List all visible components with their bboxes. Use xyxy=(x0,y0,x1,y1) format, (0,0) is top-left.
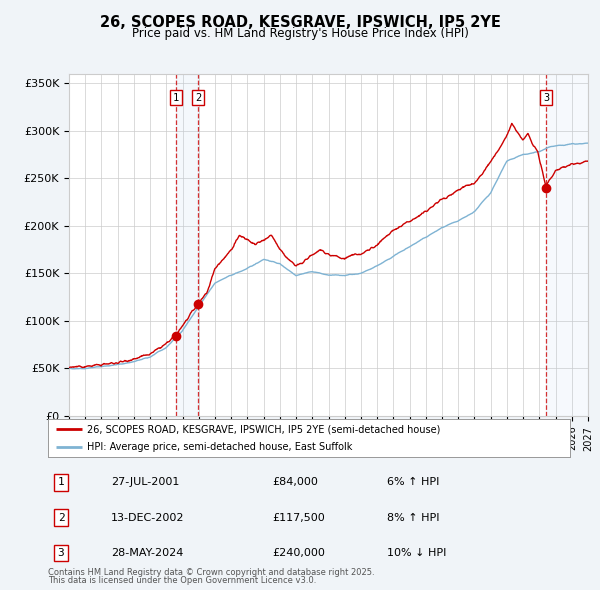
Text: £240,000: £240,000 xyxy=(272,548,325,558)
Text: Contains HM Land Registry data © Crown copyright and database right 2025.: Contains HM Land Registry data © Crown c… xyxy=(48,568,374,577)
Bar xyxy=(176,74,198,416)
Text: 26, SCOPES ROAD, KESGRAVE, IPSWICH, IP5 2YE: 26, SCOPES ROAD, KESGRAVE, IPSWICH, IP5 … xyxy=(100,15,500,30)
Text: This data is licensed under the Open Government Licence v3.0.: This data is licensed under the Open Gov… xyxy=(48,576,316,585)
Bar xyxy=(546,74,588,416)
Text: 3: 3 xyxy=(543,93,549,103)
Text: £84,000: £84,000 xyxy=(272,477,319,487)
Text: 28-MAY-2024: 28-MAY-2024 xyxy=(110,548,183,558)
Text: 6% ↑ HPI: 6% ↑ HPI xyxy=(388,477,440,487)
Text: 2: 2 xyxy=(58,513,64,523)
Text: 13-DEC-2002: 13-DEC-2002 xyxy=(110,513,184,523)
Text: 10% ↓ HPI: 10% ↓ HPI xyxy=(388,548,446,558)
Text: 8% ↑ HPI: 8% ↑ HPI xyxy=(388,513,440,523)
Text: 1: 1 xyxy=(172,93,179,103)
Text: 2: 2 xyxy=(195,93,201,103)
Text: Price paid vs. HM Land Registry's House Price Index (HPI): Price paid vs. HM Land Registry's House … xyxy=(131,27,469,40)
Text: HPI: Average price, semi-detached house, East Suffolk: HPI: Average price, semi-detached house,… xyxy=(87,442,353,452)
Text: 1: 1 xyxy=(58,477,64,487)
Text: 3: 3 xyxy=(58,548,64,558)
Text: 26, SCOPES ROAD, KESGRAVE, IPSWICH, IP5 2YE (semi-detached house): 26, SCOPES ROAD, KESGRAVE, IPSWICH, IP5 … xyxy=(87,424,440,434)
Text: 27-JUL-2001: 27-JUL-2001 xyxy=(110,477,179,487)
Text: £117,500: £117,500 xyxy=(272,513,325,523)
